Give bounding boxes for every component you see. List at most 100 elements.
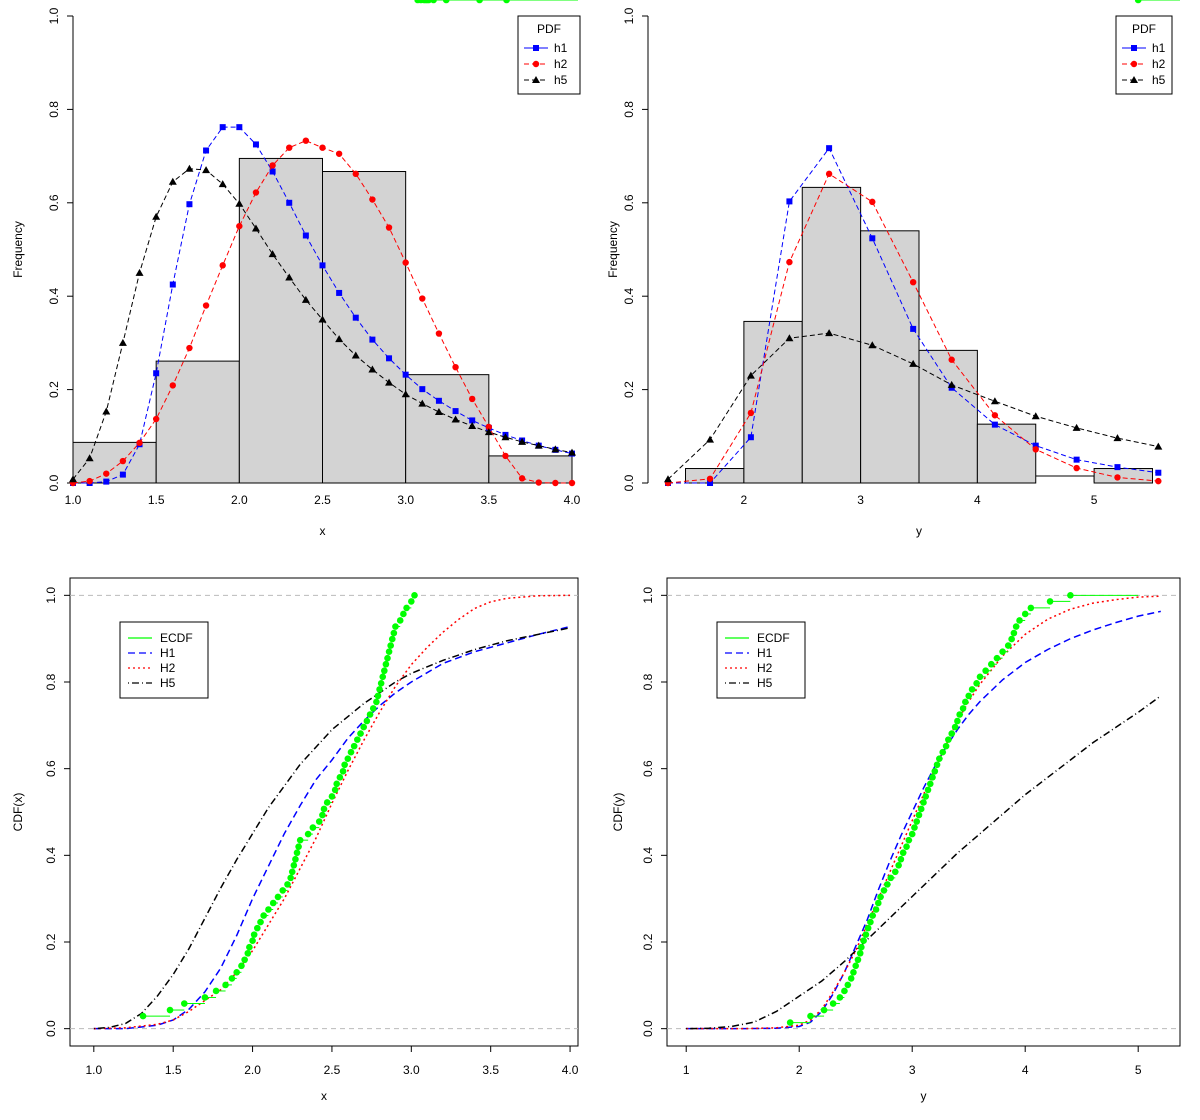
y-tick-label-5: 1.0 [641, 587, 655, 604]
marker-h5-1 [706, 435, 715, 443]
marker-h5-11 [251, 224, 260, 232]
marker-h5-14 [301, 295, 310, 303]
marker-h1-4 [826, 145, 833, 152]
ecdf-point-59 [999, 648, 1006, 655]
ecdf-point-3 [201, 994, 209, 1001]
marker-h5-18 [368, 365, 377, 373]
ecdf-point-4 [836, 994, 844, 1001]
marker-h2-20 [402, 259, 409, 266]
plot-frame [69, 577, 579, 1047]
x-tick-label-3: 2.5 [324, 1063, 341, 1077]
ecdf-point-53 [968, 686, 976, 693]
marker-h1-23 [452, 408, 459, 415]
ecdf-point-47 [363, 717, 371, 725]
marker-h1-19 [386, 355, 393, 362]
marker-h2-2 [747, 409, 755, 417]
ecdf-point-77 [503, 0, 510, 4]
marker-h1-6 [169, 281, 176, 288]
marker-h1-9 [219, 124, 226, 131]
x-tick-label-2: 2.0 [231, 493, 248, 507]
ecdf-point-39 [929, 774, 936, 781]
marker-h2-15 [319, 144, 326, 151]
x-tick-label-3: 4 [1022, 1063, 1029, 1077]
marker-h2-3 [119, 457, 127, 465]
ecdf-point-9 [852, 962, 860, 970]
marker-h2-10 [1073, 464, 1080, 472]
ecdf-point-8 [238, 962, 245, 970]
ecdf-point-12 [249, 937, 256, 944]
y-tick-label-5: 1.0 [44, 587, 58, 604]
marker-legend-h2 [532, 60, 540, 68]
ecdf-point-63 [396, 617, 404, 624]
ecdf-point-55 [976, 673, 984, 681]
marker-h5-27 [518, 437, 527, 445]
x-tick-label-0: 1 [683, 1063, 690, 1077]
ecdf-point-47 [951, 723, 959, 731]
x-tick-label-1: 2 [796, 1063, 803, 1077]
ecdf-point-42 [347, 748, 355, 756]
ecdf-point-49 [369, 705, 377, 712]
marker-h2-4 [136, 439, 143, 447]
ecdf-point-46 [360, 723, 367, 731]
ecdf-point-50 [959, 705, 967, 712]
marker-h1-22 [435, 397, 442, 404]
ecdf-point-63 [1012, 623, 1020, 630]
ecdf-point-52 [376, 686, 383, 693]
marker-h1-24 [469, 417, 476, 424]
marker-h1-8 [203, 147, 210, 154]
marker-h5-6 [168, 177, 177, 185]
marker-h1-10 [236, 124, 243, 131]
x-tick-label-2: 2.0 [244, 1063, 261, 1077]
ecdf-point-16 [867, 918, 874, 926]
marker-h5-26 [501, 433, 510, 441]
ecdf-point-52 [965, 692, 972, 700]
series-h5 [69, 164, 576, 483]
marker-h2-11 [1114, 474, 1121, 481]
marker-h1-13 [286, 199, 293, 206]
ecdf-point-20 [877, 893, 884, 901]
ecdf-point-65 [403, 604, 410, 612]
x-tick-label-2: 4 [974, 493, 981, 507]
x-tick-label-4: 3.0 [403, 1063, 420, 1077]
y-tick-label-3: 0.6 [641, 760, 655, 777]
marker-h5-2 [746, 371, 755, 379]
legend-box [1115, 15, 1173, 95]
legend: PDF h1 h2 h5 [1115, 15, 1173, 95]
y-tick-label-2: 0.4 [622, 288, 636, 305]
ecdf-point-45 [357, 730, 364, 737]
marker-h2-7 [948, 356, 955, 363]
y-tick-label-3: 0.6 [47, 194, 61, 211]
ecdf-point-5 [841, 987, 848, 995]
marker-h1-5 [153, 370, 160, 377]
marker-h2-26 [502, 452, 509, 460]
series-ECDF [139, 0, 578, 1020]
marker-h1-7 [186, 201, 193, 208]
marker-h1-11 [252, 141, 259, 148]
marker-h5-12 [268, 250, 277, 258]
x-axis-label: x [320, 524, 326, 538]
marker-legend-h1 [533, 45, 539, 51]
ecdf-point-53 [377, 680, 385, 687]
marker-h5-30 [568, 448, 576, 456]
ecdf-point-21 [880, 887, 888, 894]
legend-label-h1: h1 [554, 41, 568, 55]
ecdf-point-30 [309, 824, 317, 831]
x-axis-label: x [321, 1089, 327, 1103]
x-tick-label-5: 3.5 [482, 1063, 499, 1077]
ecdf-point-26 [293, 849, 301, 857]
histogram-bar-1 [743, 320, 803, 484]
ecdf-point-20 [279, 887, 287, 894]
ecdf-point-32 [913, 818, 921, 825]
ecdf-point-41 [933, 761, 941, 769]
histogram-bar-5 [488, 455, 573, 484]
marker-h2-2 [103, 470, 110, 477]
marker-h5-21 [418, 399, 427, 407]
x-tick-label-2: 3 [909, 1063, 916, 1077]
marker-h2-1 [706, 475, 714, 482]
marker-h1-15 [319, 262, 326, 269]
marker-h1-18 [369, 336, 376, 343]
marker-h1-8 [991, 421, 998, 428]
marker-h2-12 [1155, 477, 1162, 485]
series-line-H5 [93, 627, 571, 1030]
ecdf-point-29 [905, 836, 913, 844]
